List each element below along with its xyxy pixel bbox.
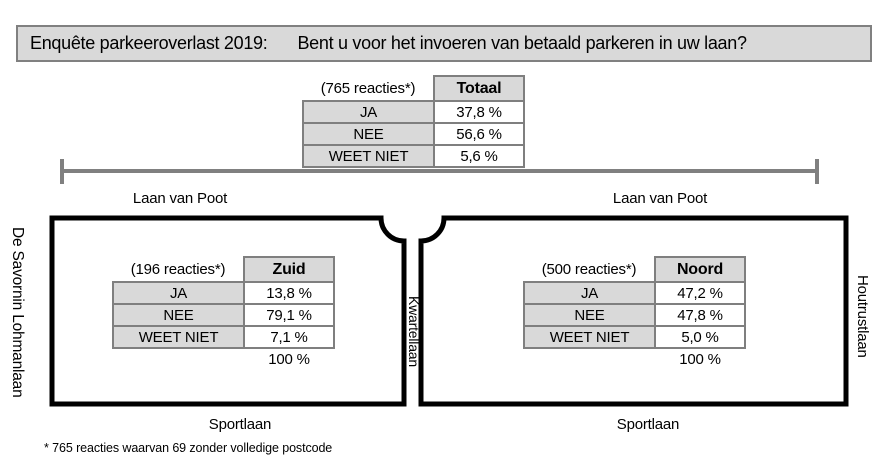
totaal-row-value: 37,8 % xyxy=(433,100,525,124)
totaal-row-label: JA xyxy=(302,100,435,124)
zuid-row-value: 13,8 % xyxy=(243,281,335,305)
noord-row-label: JA xyxy=(523,281,656,305)
zuid-respondents: (196 reacties*) xyxy=(130,260,226,278)
noord-respondents: (500 reacties*) xyxy=(541,260,637,278)
title-question: Bent u voor het invoeren van betaald par… xyxy=(297,33,747,53)
zuid-total: 100 % xyxy=(268,351,310,368)
zuid-row-value: 7,1 % xyxy=(243,325,335,349)
zuid-row-label: WEET NIET xyxy=(112,325,245,349)
totaal-row-value: 56,6 % xyxy=(433,122,525,146)
totaal-row-label: NEE xyxy=(302,122,435,146)
noord-area-outline xyxy=(418,215,849,407)
zuid-row-label: NEE xyxy=(112,303,245,327)
noord-row-label: NEE xyxy=(523,303,656,327)
zuid-table: (196 reacties*) Zuid JA 13,8 % NEE 79,1 … xyxy=(112,256,335,370)
zuid-header: Zuid xyxy=(243,256,335,283)
noord-row-value: 5,0 % xyxy=(654,325,746,349)
totaal-header: Totaal xyxy=(433,75,525,102)
noord-row-value: 47,8 % xyxy=(654,303,746,327)
totaal-row-value: 5,6 % xyxy=(433,144,525,168)
street-label-de-savornin-lohmanlaan: De Savornin Lohmanlaan xyxy=(9,226,26,398)
zuid-footer-spacer xyxy=(113,348,244,370)
title-bar: Enquête parkeeroverlast 2019: Bent u voo… xyxy=(16,25,872,62)
title-prefix: Enquête parkeeroverlast 2019: xyxy=(30,33,268,53)
street-label-laan-van-poot-right: Laan van Poot xyxy=(612,190,708,207)
noord-row-label: WEET NIET xyxy=(523,325,656,349)
street-label-sportlaan-right: Sportlaan xyxy=(616,416,680,433)
noord-header: Noord xyxy=(654,256,746,283)
noord-footer-spacer xyxy=(524,348,655,370)
extent-line-right-tick xyxy=(815,159,819,184)
totaal-row-label: WEET NIET xyxy=(302,144,435,168)
street-label-kwartellaan: Kwartellaan xyxy=(406,295,422,367)
zuid-row-value: 79,1 % xyxy=(243,303,335,327)
footnote: * 765 reacties waarvan 69 zonder volledi… xyxy=(44,441,333,455)
extent-line xyxy=(62,169,817,173)
noord-row-value: 47,2 % xyxy=(654,281,746,305)
noord-total: 100 % xyxy=(679,351,721,368)
totaal-table: (765 reacties*) Totaal JA 37,8 % NEE 56,… xyxy=(302,75,525,168)
zuid-area-outline xyxy=(49,215,407,407)
street-label-laan-van-poot-left: Laan van Poot xyxy=(132,190,228,207)
street-label-houtrustlaan: Houtrustlaan xyxy=(854,274,871,358)
totaal-respondents: (765 reacties*) xyxy=(320,79,416,97)
noord-table: (500 reacties*) Noord JA 47,2 % NEE 47,8… xyxy=(523,256,746,370)
street-label-sportlaan-left: Sportlaan xyxy=(208,416,272,433)
zuid-row-label: JA xyxy=(112,281,245,305)
